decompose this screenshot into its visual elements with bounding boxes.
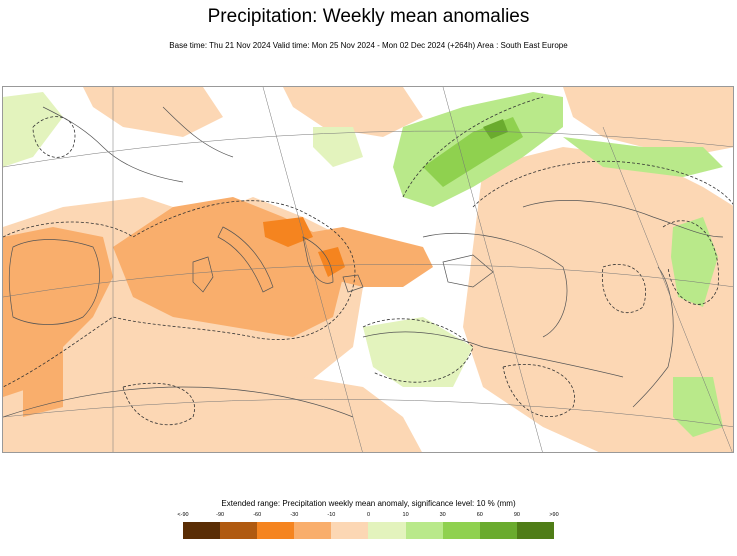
- field-light-dry-east: [463, 147, 733, 452]
- significance-contours: [3, 96, 733, 426]
- field-wet-caucasus: [673, 377, 723, 437]
- legend-tick-labels: <-90 -90 -60 -30 -10 0 10 30 60 90 >90: [177, 512, 558, 520]
- legend-tick-label: 0: [366, 512, 371, 518]
- field-wet-caspian: [671, 217, 718, 307]
- graticule: [3, 87, 733, 452]
- anomaly-map: [2, 86, 734, 453]
- map-subtitle: Base time: Thu 21 Nov 2024 Valid time: M…: [169, 41, 568, 50]
- field-light-dry-central-east: [283, 87, 423, 137]
- field-medium-dry-spain: [3, 227, 113, 397]
- legend-tick-label: -60: [253, 512, 262, 518]
- coastlines: [3, 106, 724, 418]
- legend-title: Extended range: Precipitation weekly mea…: [221, 499, 516, 508]
- field-wet-ukraine-peak: [483, 119, 508, 139]
- legend-tick-label: 90: [513, 512, 520, 518]
- legend-tick-label: <-90: [177, 512, 189, 518]
- legend-swatch: [405, 522, 443, 539]
- legend-swatch: [331, 522, 369, 539]
- field-light-dry-northeast: [563, 87, 733, 157]
- legend-swatch: [257, 522, 295, 539]
- legend-color-bar: [183, 522, 554, 539]
- legend-tick-label: -90: [216, 512, 225, 518]
- legend-swatch: [479, 522, 517, 539]
- legend-swatch: [183, 522, 221, 539]
- map-title: Precipitation: Weekly mean anomalies: [207, 6, 530, 27]
- legend-tick-label: -30: [290, 512, 299, 518]
- anomaly-fields: [3, 87, 733, 452]
- legend-tick-label: 60: [476, 512, 483, 518]
- legend-tick-label: >90: [549, 512, 559, 518]
- field-wet-turkey: [363, 317, 473, 387]
- legend-tick-label: 30: [439, 512, 446, 518]
- legend-swatch: [442, 522, 480, 539]
- legend-swatch: [516, 522, 554, 539]
- legend-tick-label: 10: [402, 512, 409, 518]
- field-light-dry-north: [83, 87, 223, 137]
- legend-swatch: [368, 522, 406, 539]
- field-wet-russia: [563, 137, 723, 177]
- field-medium-dry-north-africa: [23, 347, 63, 417]
- field-wet-balkans: [313, 127, 363, 167]
- field-light-dry-south: [3, 377, 422, 452]
- legend-swatch: [220, 522, 258, 539]
- field-medium-dry-greece: [283, 227, 433, 287]
- legend-tick-label: -10: [327, 512, 336, 518]
- legend-swatch: [294, 522, 332, 539]
- map-canvas: [3, 87, 733, 452]
